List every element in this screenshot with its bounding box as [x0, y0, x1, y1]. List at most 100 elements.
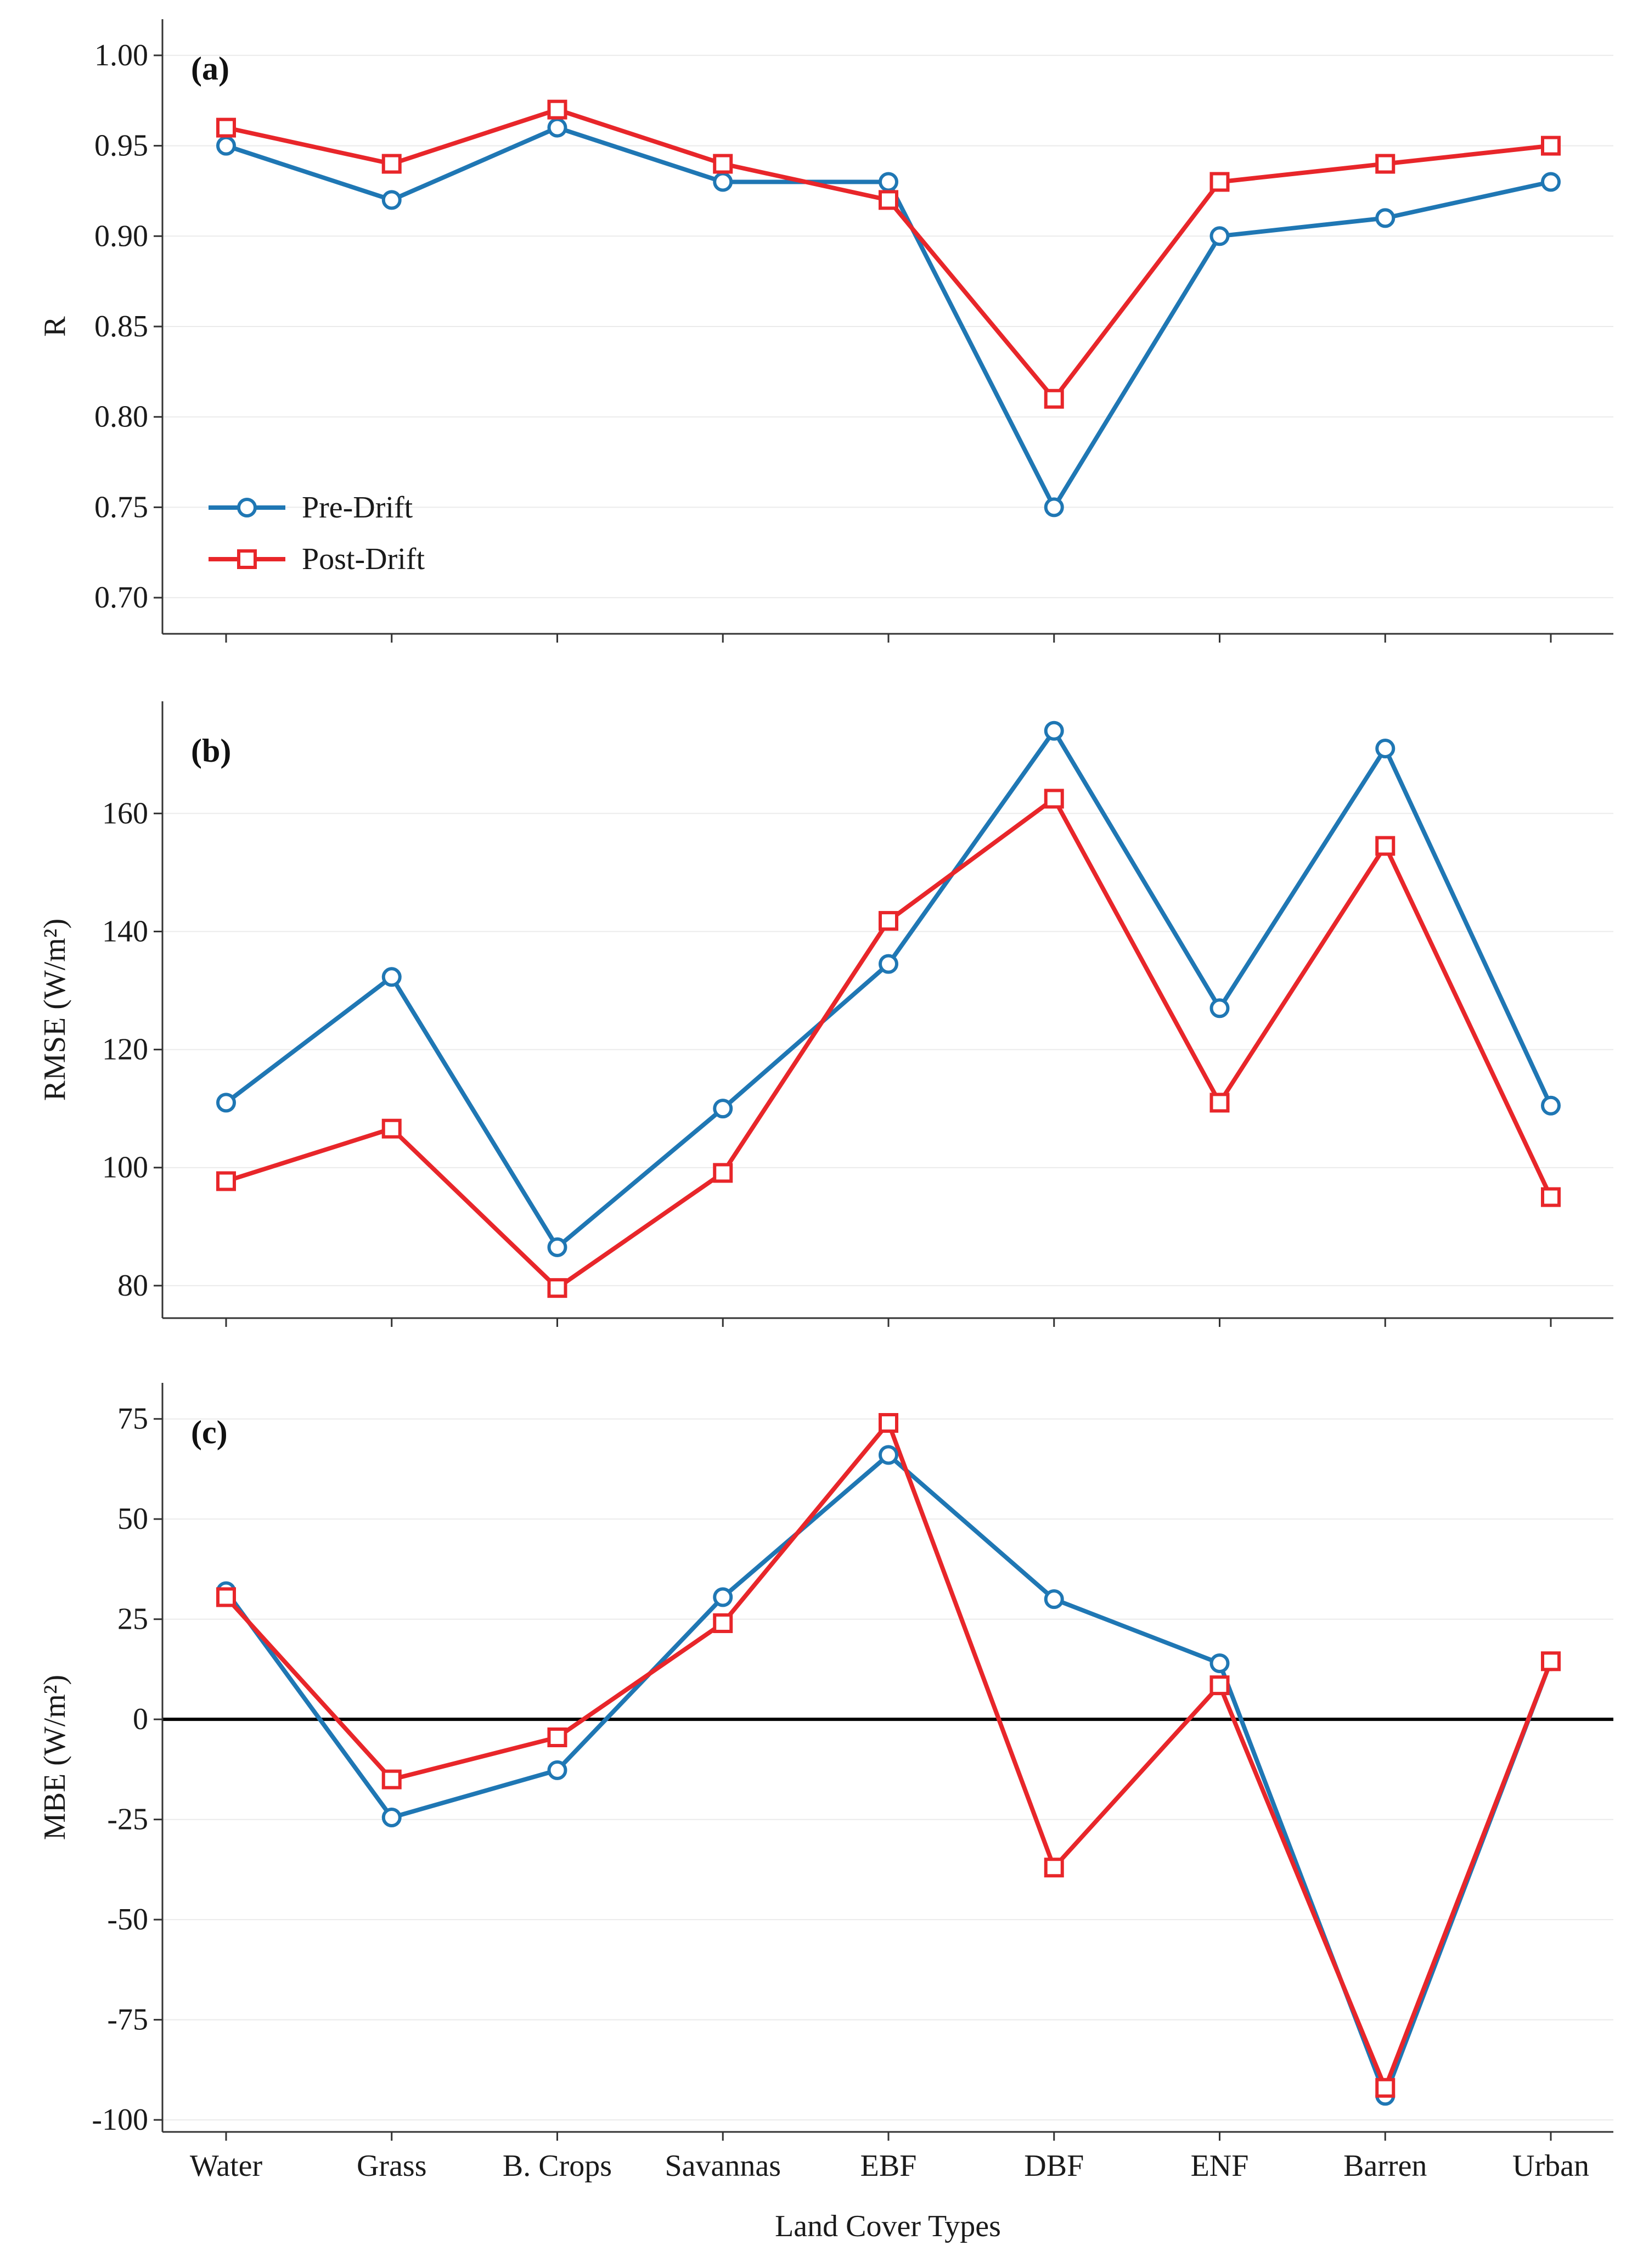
pre-drift-marker-enf [1209, 226, 1230, 246]
x-tick-label-ebf: EBF [860, 2149, 917, 2183]
pre-drift-marker-grass [381, 1807, 402, 1827]
x-tick-label-urban: Urban [1512, 2149, 1589, 2183]
post-drift-marker-urban [1541, 1651, 1561, 1672]
y-tick-label-0-75: 0.75 [94, 490, 148, 524]
series-line-pre-drift [224, 728, 1553, 1250]
pre-drift-marker-b-crops [547, 117, 567, 138]
legend-label-post-drift: Post-Drift [302, 542, 425, 576]
y-tick-label-0-80: 0.80 [94, 400, 148, 434]
series-line-post-drift [224, 1420, 1553, 2090]
post-drift-marker-b-crops [547, 1727, 567, 1748]
pre-drift-marker-savannas [713, 172, 733, 192]
pre-drift-marker-enf [1209, 1653, 1230, 1673]
y-tick-label-120: 120 [102, 1033, 148, 1067]
y-axis-title-a: R [38, 316, 72, 337]
y-tick-label-50: -50 [107, 1903, 148, 1937]
x-tick-label-enf: ENF [1191, 2149, 1249, 2183]
legend-marker-post-drift [237, 549, 257, 569]
post-drift-marker-barren [1375, 836, 1396, 856]
series-line-pre-drift [224, 1453, 1553, 2098]
post-drift-marker-grass [381, 1769, 402, 1789]
pre-drift-marker-dbf [1044, 1589, 1064, 1609]
x-tick-label-water: Water [190, 2149, 263, 2183]
pre-drift-marker-dbf [1044, 497, 1064, 517]
y-tick-label-80: 80 [117, 1269, 148, 1303]
y-tick-label-0: 0 [133, 1702, 148, 1736]
pre-drift-marker-barren [1375, 208, 1396, 228]
pre-drift-marker-ebf [879, 954, 898, 974]
y-tick-label-0-70: 0.70 [94, 581, 148, 615]
post-drift-marker-ebf [879, 1412, 898, 1433]
y-axis-title-c: MBE (W/m²) [38, 1675, 72, 1840]
panel-b-group: 80 100 120 140 160 RMSE (W/m²) (b) [38, 701, 1613, 1327]
pre-drift-marker-water [216, 136, 236, 156]
legend-label-pre-drift: Pre-Drift [302, 491, 413, 525]
pre-drift-marker-ebf [879, 1445, 898, 1465]
post-drift-marker-b-crops [547, 99, 567, 120]
post-drift-marker-dbf [1044, 1858, 1064, 1878]
y-tick-label-140: 140 [102, 914, 148, 948]
post-drift-marker-dbf [1044, 389, 1064, 409]
pre-drift-marker-grass [381, 190, 402, 210]
post-drift-marker-barren [1375, 154, 1396, 174]
y-tick-label-0-95: 0.95 [94, 129, 148, 163]
panel-label-c: (c) [191, 1414, 228, 1450]
pre-drift-marker-urban [1541, 1095, 1561, 1116]
pre-drift-marker-b-crops [547, 1760, 567, 1780]
panel-c-group: -100 -75 -50 -25 0 25 50 75 MBE (W/m²) (c) [38, 1383, 1613, 2141]
y-tick-label-50: 50 [117, 1502, 148, 1536]
pre-drift-marker-urban [1541, 172, 1561, 192]
post-drift-marker-enf [1209, 1093, 1230, 1113]
post-drift-marker-ebf [879, 911, 898, 931]
x-tick-label-b-crops: B. Crops [503, 2149, 612, 2183]
y-tick-label-0-90: 0.90 [94, 219, 148, 253]
panel-label-b: (b) [191, 733, 231, 769]
y-tick-label-0-85: 0.85 [94, 309, 148, 344]
pre-drift-marker-savannas [713, 1099, 733, 1119]
pre-drift-marker-dbf [1044, 721, 1064, 741]
post-drift-marker-savannas [713, 1613, 733, 1633]
post-drift-marker-urban [1541, 136, 1561, 156]
pre-drift-marker-barren [1375, 739, 1396, 759]
post-drift-marker-dbf [1044, 789, 1064, 809]
y-tick-label-1-00: 1.00 [94, 38, 148, 72]
y-tick-label-100: -100 [92, 2103, 148, 2137]
post-drift-marker-enf [1209, 172, 1230, 192]
y-tick-label-100: 100 [102, 1151, 148, 1185]
x-tick-label-barren: Barren [1343, 2149, 1427, 2183]
post-drift-marker-savannas [713, 154, 733, 174]
panel-label-a: (a) [191, 50, 229, 87]
pre-drift-marker-b-crops [547, 1237, 567, 1257]
pre-drift-marker-savannas [713, 1587, 733, 1607]
post-drift-marker-ebf [879, 190, 898, 210]
pre-drift-marker-grass [381, 967, 402, 987]
x-axis-title: Land Cover Types [775, 2209, 1001, 2243]
post-drift-marker-savannas [713, 1163, 733, 1183]
post-drift-marker-water [216, 1171, 236, 1191]
post-drift-marker-grass [381, 1118, 402, 1139]
pre-drift-marker-enf [1209, 998, 1230, 1018]
y-tick-label-25: -25 [107, 1803, 148, 1837]
post-drift-marker-grass [381, 154, 402, 174]
post-drift-marker-water [216, 1587, 236, 1607]
post-drift-marker-water [216, 117, 236, 138]
series-line-post-drift [226, 107, 1551, 401]
post-drift-marker-enf [1209, 1675, 1230, 1696]
x-tick-label-dbf: DBF [1024, 2149, 1084, 2183]
post-drift-marker-urban [1541, 1187, 1561, 1207]
legend-marker-pre-drift [237, 498, 257, 517]
y-tick-label-25: 25 [117, 1602, 148, 1636]
x-tick-label-grass: Grass [357, 2149, 427, 2183]
y-axis-title-b: RMSE (W/m²) [38, 919, 72, 1101]
pre-drift-marker-ebf [879, 172, 898, 192]
series-line-post-drift [225, 796, 1553, 1291]
x-tick-label-savannas: Savannas [665, 2149, 781, 2183]
post-drift-marker-b-crops [547, 1278, 567, 1298]
pre-drift-marker-water [216, 1093, 236, 1113]
y-tick-label-160: 160 [102, 796, 148, 830]
y-tick-label-75: -75 [107, 2003, 148, 2037]
legend: Pre-Drift Post-Drift [209, 491, 425, 576]
y-tick-label-75: 75 [117, 1402, 148, 1436]
panel-a-group: 0.70 0.75 0.80 0.85 0.90 0.95 1.00 R (a) Pre-Drif… [38, 19, 1613, 643]
